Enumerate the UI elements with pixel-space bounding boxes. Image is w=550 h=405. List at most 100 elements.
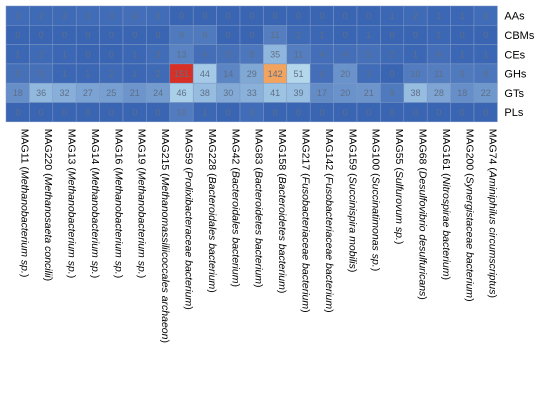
cell-value: 25 — [106, 88, 116, 98]
cell-value: 1 — [15, 49, 20, 59]
cell-value: 18 — [13, 88, 23, 98]
cell-value: 0 — [273, 107, 278, 117]
cell-value: 5 — [39, 69, 44, 79]
cell-value: 39 — [293, 88, 303, 98]
cell-value: 2 — [39, 11, 44, 21]
cell-value: 24 — [153, 88, 163, 98]
cell-value: 4 — [202, 49, 207, 59]
column-label: MAG100 (Succinatimonas sp.) — [370, 129, 382, 271]
cell-value: 8 — [249, 49, 254, 59]
cell-value: 9 — [179, 30, 184, 40]
cell-value: 0 — [460, 30, 465, 40]
cell-value: 9 — [460, 69, 465, 79]
row-label: AAs — [504, 11, 525, 23]
cell-value: 0 — [273, 11, 278, 21]
cell-value: 2 — [413, 11, 418, 21]
cell-value: 13 — [176, 49, 186, 59]
cell-value: 0 — [343, 107, 348, 117]
cell-value: 0 — [296, 107, 301, 117]
cell-value: 2 — [156, 69, 161, 79]
cell-value: 1 — [132, 49, 137, 59]
cell-value: 8 — [483, 69, 488, 79]
cell-value: 3 — [85, 11, 90, 21]
cell-value: 22 — [481, 88, 491, 98]
cell-value: 1 — [460, 11, 465, 21]
cell-value: 14 — [223, 69, 233, 79]
cell-value: 3 — [15, 11, 20, 21]
cell-value: 0 — [109, 30, 114, 40]
cell-value: 0 — [132, 30, 137, 40]
cell-value: 3 — [249, 107, 254, 117]
cell-value: 2 — [390, 49, 395, 59]
cell-value: 1 — [132, 69, 137, 79]
cell-value: 1 — [460, 49, 465, 59]
column-label: MAG83 (Bacteroidetes bacterium) — [253, 129, 265, 288]
cell-value: 0 — [226, 11, 231, 21]
column-label: MAG142 (Fusobacteriaceae bacterium) — [323, 129, 335, 313]
cell-value: 0 — [483, 107, 488, 117]
cell-value: 21 — [130, 88, 140, 98]
cell-value: 33 — [247, 88, 257, 98]
cell-value: 0 — [62, 30, 67, 40]
row-labels: AAs CBMs CEs GHs GTs PLs — [504, 11, 534, 120]
cell-value: 3 — [156, 11, 161, 21]
cell-value: 5 — [366, 49, 371, 59]
cell-value: 2 — [296, 30, 301, 40]
cell-value: 0 — [85, 30, 90, 40]
column-label: MAG228 (Bacteroidales bacterium) — [206, 129, 218, 293]
column-label: MAG11 (Methanobacterium sp.) — [19, 129, 31, 278]
cell-value: 38 — [410, 88, 420, 98]
column-label: MAG59 (Prolixibacteraceae bacterium) — [183, 129, 195, 310]
column-label: MAG220 (Methanosaeta concilii) — [42, 129, 54, 281]
column-label: MAG217 (Fusobacteriaceae bacterium) — [300, 129, 312, 313]
cell-value: 0 — [343, 11, 348, 21]
cell-value: 21 — [364, 88, 374, 98]
cell-value: 0 — [15, 30, 20, 40]
column-label: MAG16 (Methanobacterium sp.) — [112, 129, 124, 278]
column-label: MAG14 (Methanobacterium sp.) — [89, 129, 101, 278]
cell-value: 0 — [390, 30, 395, 40]
cell-value: 9 — [390, 88, 395, 98]
cell-value: 0 — [390, 107, 395, 117]
column-labels: MAG11 (Methanobacterium sp.) MAG220 (Meth… — [19, 129, 499, 343]
cell-value: 29 — [247, 69, 257, 79]
cell-value: 36 — [36, 88, 46, 98]
cell-value: 0 — [390, 69, 395, 79]
cell-value: 0 — [109, 49, 114, 59]
cell-value: 0 — [366, 107, 371, 117]
cell-value: 0 — [39, 107, 44, 117]
row-label: CBMs — [504, 30, 534, 42]
row-label: GTs — [504, 88, 524, 100]
cell-value: 5 — [15, 69, 20, 79]
cell-value: 0 — [319, 11, 324, 21]
cell-value: 9 — [202, 30, 207, 40]
cell-value: 3 — [156, 49, 161, 59]
cell-value: 1 — [436, 30, 441, 40]
row-label: PLs — [504, 107, 523, 119]
cell-value: 0 — [366, 11, 371, 21]
cell-value: 38 — [200, 88, 210, 98]
cell-value: 0 — [85, 49, 90, 59]
column-label: MAG161 (Nitrospirae bacterium) — [440, 129, 452, 280]
cell-value: 0 — [179, 11, 184, 21]
cell-value: 17 — [317, 88, 327, 98]
cell-value: 1 — [319, 30, 324, 40]
cell-value: 1 — [436, 11, 441, 21]
cell-value: 51 — [293, 69, 303, 79]
cell-value: 0 — [413, 107, 418, 117]
cell-value: 3 — [366, 69, 371, 79]
cell-value: 10 — [176, 107, 186, 117]
cell-value: 0 — [296, 11, 301, 21]
cell-value: 0 — [226, 30, 231, 40]
cell-value: 20 — [340, 88, 350, 98]
cell-value: 0 — [15, 107, 20, 117]
cell-value: 0 — [109, 107, 114, 117]
heatmap-cells: 3 2 2 3 3 4 3 0 0 0 0 0 0 0 0 0 1 2 1 1 30 0 0 0 0 0 0 9 9 0 0 11 2 1 0 1 0 0… — [5, 5, 498, 123]
cell-value: 0 — [85, 107, 90, 117]
cell-value: 30 — [223, 88, 233, 98]
cell-value: 35 — [270, 49, 280, 59]
cell-value: 2 — [109, 69, 114, 79]
cell-value: 4 — [319, 69, 324, 79]
cell-value: 2 — [62, 11, 67, 21]
